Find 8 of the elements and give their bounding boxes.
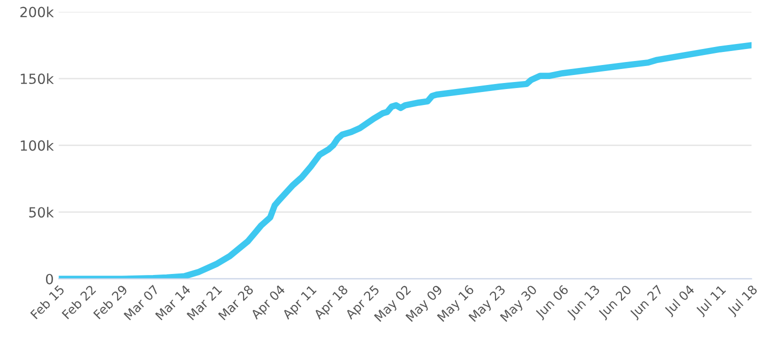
y-tick-label: 100k [20, 140, 54, 151]
x-tick-label: Jul 18 [726, 284, 760, 318]
x-tick-label: Jul 04 [663, 284, 697, 318]
y-tick-label: 200k [20, 6, 54, 18]
y-tick-label: 0 [46, 274, 53, 284]
y-tick-label: 50k [29, 206, 54, 218]
x-tick-label: Jul 11 [694, 284, 728, 318]
y-tick-label: 150k [20, 73, 54, 84]
